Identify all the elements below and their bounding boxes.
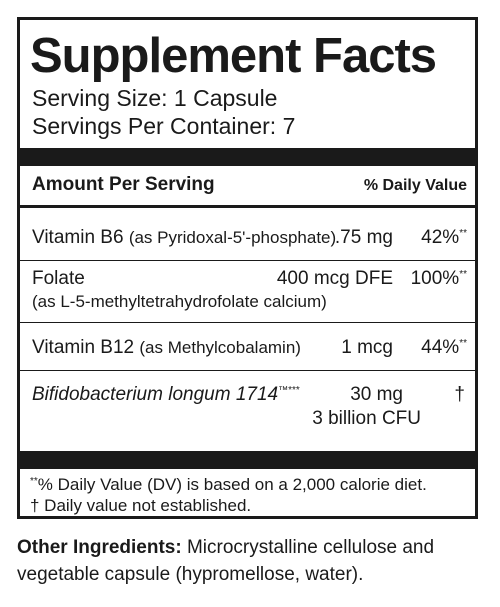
thick-divider-top	[20, 148, 475, 166]
header-divider	[20, 205, 475, 208]
thick-divider-bottom	[20, 451, 475, 469]
other-ingredients-label: Other Ingredients:	[17, 537, 182, 558]
nutrient-row-bifidobacterium: Bifidobacterium longum 1714™***	[32, 384, 300, 406]
daily-value-header: % Daily Value	[363, 177, 467, 194]
nutrient-daily-value: 42%**	[421, 227, 467, 248]
nutrient-name: Bifidobacterium longum 1714	[32, 384, 279, 405]
nutrient-name: Folate	[32, 268, 85, 289]
nutrient-amount: 400 mcg DFE	[276, 268, 393, 289]
trademark-mark: ™***	[278, 385, 300, 396]
other-ingredients: Other Ingredients: Microcrystalline cell…	[17, 534, 487, 588]
nutrient-source: (as Methylcobalamin)	[139, 338, 301, 357]
nutrient-source: (as Pyridoxal-5'-phosphate)	[128, 228, 337, 247]
nutrient-row-folate: Folate	[32, 268, 85, 290]
nutrient-daily-value: †	[454, 384, 465, 405]
supplement-facts-panel: Supplement Facts Serving Size: 1 Capsule…	[17, 17, 478, 519]
footnote-daily-value: **% Daily Value (DV) is based on a 2,000…	[30, 475, 427, 494]
nutrient-amount-cfu: 3 billion CFU	[312, 408, 421, 429]
nutrient-row-vitamin-b12: Vitamin B12 (as Methylcobalamin)	[32, 337, 301, 359]
amount-per-serving-header: Amount Per Serving	[32, 174, 215, 195]
nutrient-daily-value: 44%**	[421, 337, 467, 358]
panel-title: Supplement Facts	[30, 29, 437, 83]
other-ingredients-text: Microcrystalline cellulose and vegetable…	[17, 537, 435, 585]
nutrient-daily-value: 100%**	[410, 268, 467, 289]
nutrient-row-vitamin-b6: Vitamin B6 (as Pyridoxal-5'-phosphate)	[32, 227, 336, 249]
row-divider	[20, 260, 475, 261]
nutrient-name: Vitamin B12	[32, 337, 135, 358]
servings-per-container: Servings Per Container: 7	[32, 113, 296, 139]
nutrient-amount: .75 mg	[334, 227, 393, 248]
nutrient-amount: 30 mg	[350, 384, 403, 405]
nutrient-amount: 1 mcg	[341, 337, 393, 358]
footnote-not-established: † Daily value not established.	[30, 496, 252, 515]
nutrient-source: (as L-5-methyltetrahydrofolate calcium)	[32, 292, 327, 311]
nutrient-name: Vitamin B6	[32, 227, 124, 248]
row-divider	[20, 322, 475, 323]
row-divider	[20, 370, 475, 371]
serving-size: Serving Size: 1 Capsule	[32, 85, 278, 111]
